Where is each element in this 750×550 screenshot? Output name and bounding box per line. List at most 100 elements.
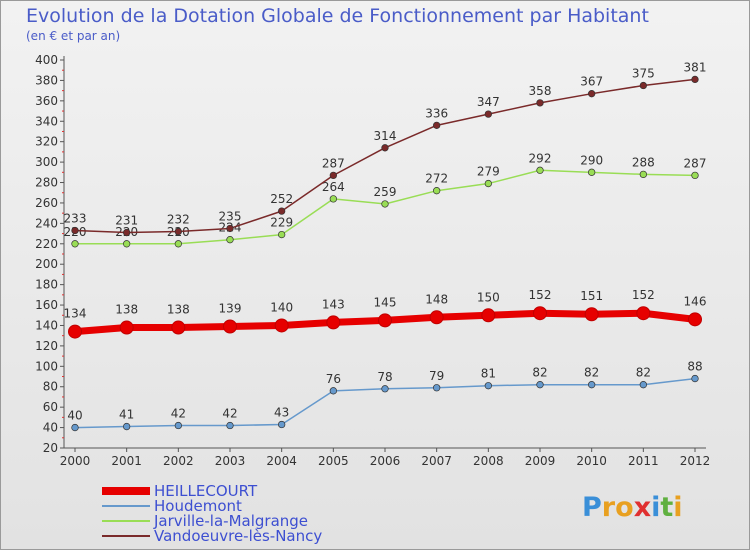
data-label: 146 <box>684 294 707 308</box>
data-point <box>381 200 389 208</box>
data-point <box>433 187 441 195</box>
x-tick-label: 2001 <box>111 454 142 468</box>
logo-letter: x <box>634 492 651 523</box>
data-label: 138 <box>167 303 190 317</box>
data-point <box>691 75 699 84</box>
data-label: 290 <box>580 153 603 167</box>
data-label: 381 <box>684 60 707 74</box>
y-tick-label: 140 <box>35 318 58 332</box>
data-point <box>636 306 651 321</box>
axes: 20 40 60 80 100 120 140 160 180 200 220 240 260 280 30… <box>35 53 710 468</box>
data-point <box>329 171 337 180</box>
data-label: 367 <box>580 75 603 89</box>
data-label: 76 <box>326 372 341 386</box>
data-label: 82 <box>584 366 599 380</box>
data-label: 288 <box>632 155 655 169</box>
x-tick-label: 2012 <box>680 454 711 468</box>
series-group: 4041424243767879818282828822022022022422… <box>64 60 707 432</box>
data-point <box>174 421 182 430</box>
data-label: 314 <box>374 129 397 143</box>
data-point <box>278 230 286 239</box>
logo-letter: r <box>602 492 616 523</box>
data-label: 272 <box>425 172 448 186</box>
data-point <box>278 420 286 429</box>
data-point <box>639 81 647 90</box>
data-point <box>329 387 337 395</box>
data-label: 150 <box>477 290 500 304</box>
x-tick-label: 2006 <box>370 454 401 468</box>
data-label: 152 <box>529 288 552 302</box>
data-label: 138 <box>115 303 138 317</box>
y-tick-label: 160 <box>35 298 58 312</box>
y-tick-label: 80 <box>43 380 58 394</box>
data-point <box>433 121 441 129</box>
data-point <box>174 227 182 236</box>
data-point <box>381 144 389 152</box>
y-tick-label: 260 <box>35 196 58 210</box>
y-tick-label: 300 <box>35 155 58 169</box>
data-label: 143 <box>322 297 345 311</box>
x-tick-label: 2007 <box>421 454 452 468</box>
logo-letter: t <box>660 492 673 523</box>
data-label: 42 <box>171 407 186 421</box>
data-point <box>274 318 289 333</box>
data-label: 292 <box>529 151 552 165</box>
data-point <box>584 307 599 322</box>
data-point <box>588 90 596 98</box>
logo-letter: i <box>673 492 682 523</box>
y-tick-label: 40 <box>43 421 58 435</box>
data-point <box>329 195 337 203</box>
data-point <box>71 423 79 432</box>
data-point <box>123 228 131 237</box>
data-point <box>174 240 182 248</box>
data-label: 264 <box>322 180 345 194</box>
x-tick-label: 2000 <box>60 454 91 468</box>
data-point <box>278 207 286 215</box>
data-label: 139 <box>219 301 242 315</box>
data-label: 81 <box>481 367 496 381</box>
data-point <box>484 110 492 118</box>
x-tick-label: 2003 <box>215 454 246 468</box>
data-label: 287 <box>684 156 707 170</box>
data-label: 252 <box>270 192 293 206</box>
data-label: 41 <box>119 408 134 422</box>
x-tick-label: 2004 <box>266 454 297 468</box>
y-tick-label: 240 <box>35 216 58 230</box>
data-point <box>533 306 547 321</box>
logo-letter: o <box>615 492 634 523</box>
data-point <box>123 422 131 431</box>
data-label: 148 <box>425 292 448 306</box>
data-label: 88 <box>687 360 702 374</box>
x-tick-label: 2002 <box>163 454 194 468</box>
data-point <box>226 224 234 233</box>
legend: HEILLECOURTHoudemontJarville-la-Malgrang… <box>102 482 322 545</box>
data-point <box>691 374 699 383</box>
data-point <box>326 315 341 330</box>
data-label: 231 <box>115 214 138 228</box>
data-label: 347 <box>477 95 500 109</box>
x-tick-label: 2005 <box>318 454 349 468</box>
data-point <box>536 381 544 389</box>
data-point <box>71 226 79 235</box>
y-tick-label: 280 <box>35 176 58 190</box>
data-label: 140 <box>270 300 293 314</box>
data-label: 336 <box>425 106 448 120</box>
y-tick-label: 400 <box>35 53 58 67</box>
data-label: 145 <box>374 295 397 309</box>
data-point <box>223 319 237 334</box>
x-tick-label: 2009 <box>525 454 556 468</box>
data-label: 287 <box>322 156 345 170</box>
y-tick-label: 200 <box>35 257 58 271</box>
y-tick-label: 380 <box>35 73 58 87</box>
data-point <box>429 310 444 325</box>
data-label: 229 <box>270 216 293 230</box>
y-tick-label: 360 <box>35 94 58 108</box>
data-label: 375 <box>632 67 655 81</box>
data-point <box>71 240 79 248</box>
data-point <box>588 168 596 176</box>
y-tick-label: 100 <box>35 359 58 373</box>
data-point <box>119 320 134 335</box>
y-tick-label: 340 <box>35 114 58 128</box>
y-tick-label: 320 <box>35 135 58 149</box>
